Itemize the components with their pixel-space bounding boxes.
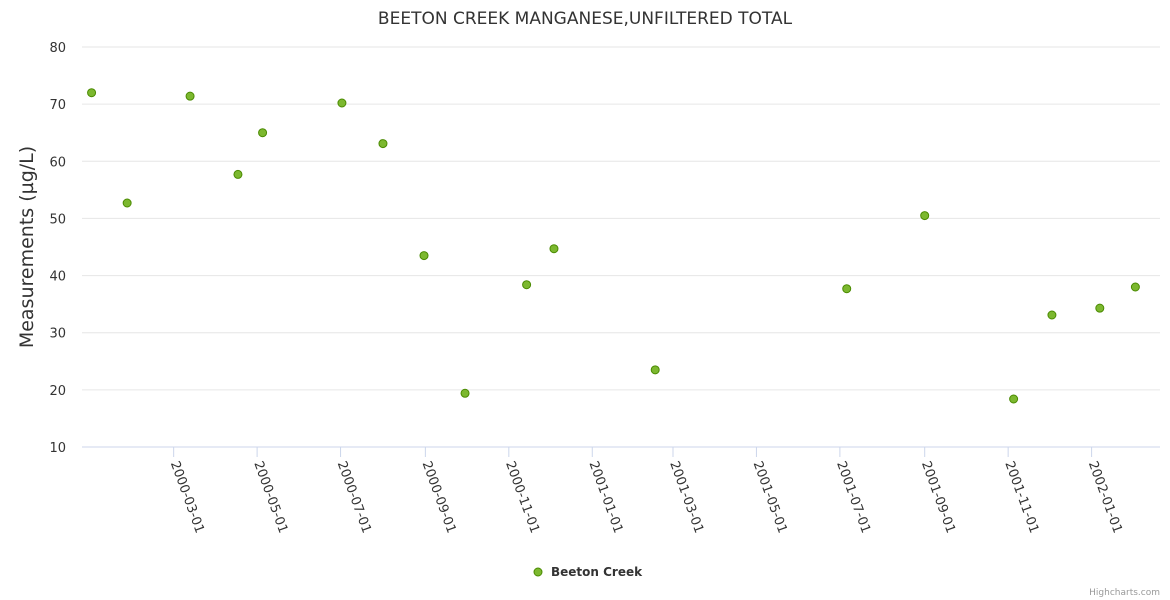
x-tick-label: 2000-03-01 — [167, 459, 207, 535]
data-point[interactable] — [842, 284, 852, 294]
grid-lines — [82, 46, 1160, 391]
x-tick-label: 2001-11-01 — [1001, 459, 1041, 535]
data-point[interactable] — [185, 91, 195, 101]
data-point[interactable] — [549, 244, 559, 254]
chart-title: BEETON CREEK MANGANESE,UNFILTERED TOTAL — [378, 9, 793, 29]
legend-marker — [533, 567, 543, 577]
data-point[interactable] — [122, 198, 132, 208]
y-tick-label: 30 — [49, 327, 66, 342]
y-tick-label: 80 — [49, 41, 66, 56]
data-point[interactable] — [87, 88, 97, 98]
x-tick-label: 2000-09-01 — [419, 459, 459, 535]
data-point[interactable] — [378, 139, 388, 149]
data-point[interactable] — [233, 169, 243, 179]
y-tick-label: 60 — [49, 155, 66, 170]
x-tick-label: 2000-05-01 — [250, 459, 290, 535]
data-point[interactable] — [460, 388, 470, 398]
y-tick-label: 20 — [49, 384, 66, 399]
x-tick-label: 2002-01-01 — [1085, 459, 1125, 535]
data-point[interactable] — [1047, 310, 1057, 320]
y-tick-label: 50 — [49, 212, 66, 227]
x-tick-label: 2000-07-01 — [334, 459, 374, 535]
data-point[interactable] — [1130, 282, 1140, 292]
data-point[interactable] — [258, 128, 268, 138]
y-tick-label: 40 — [49, 270, 66, 285]
data-points — [87, 88, 1140, 404]
x-tick-label: 2000-11-01 — [502, 459, 542, 535]
y-tick-label: 10 — [49, 441, 66, 456]
x-axis-ticks: 2000-03-01 2000-05-01 2000-07-01 2000-09-01… — [167, 447, 1125, 535]
data-point[interactable] — [1095, 303, 1105, 313]
legend[interactable]: Beeton Creek — [533, 565, 643, 579]
data-point[interactable] — [920, 211, 930, 221]
legend-item-beeton-creek[interactable]: Beeton Creek — [551, 565, 643, 579]
y-axis-label: Measurements (µg/L) — [16, 146, 38, 348]
x-tick-label: 2001-09-01 — [918, 459, 958, 535]
x-tick-label: 2001-01-01 — [586, 459, 626, 535]
x-tick-label: 2001-05-01 — [750, 459, 790, 535]
y-tick-label: 70 — [49, 98, 66, 113]
x-tick-label: 2001-03-01 — [666, 459, 706, 535]
data-point[interactable] — [337, 98, 347, 108]
y-axis-ticks: 10 20 30 40 50 60 70 80 — [49, 41, 66, 456]
data-point[interactable] — [650, 365, 660, 375]
x-tick-label: 2001-07-01 — [833, 459, 873, 535]
data-point[interactable] — [419, 251, 429, 261]
data-point[interactable] — [1009, 394, 1019, 404]
data-point[interactable] — [522, 280, 532, 290]
credits-link[interactable]: Highcharts.com — [1089, 588, 1160, 598]
